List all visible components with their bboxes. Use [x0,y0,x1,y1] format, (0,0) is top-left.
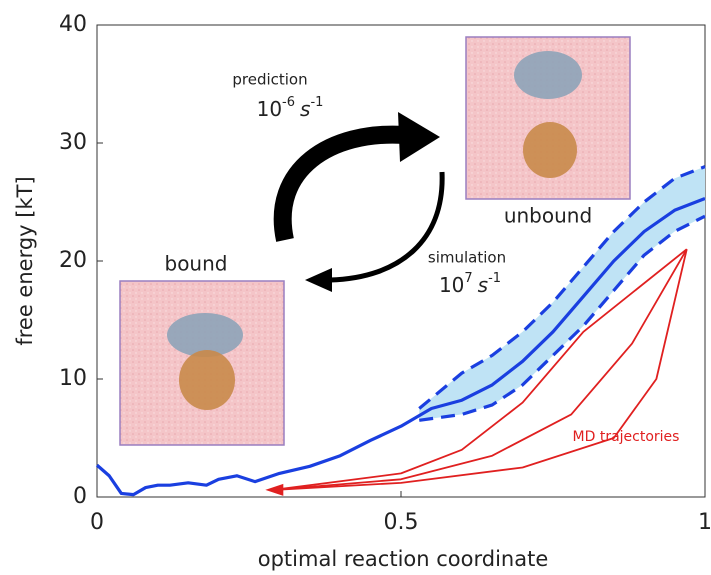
rate-base: 10 [257,97,282,121]
series-line [273,248,688,491]
simulation-label: simulation [428,249,506,267]
rate-exp: 7 [464,271,472,286]
x-tick-label: 0 [90,510,104,535]
y-axis-label: free energy [kT] [13,176,37,345]
y-tick-label: 20 [59,248,87,273]
unbound-inset [465,36,631,200]
rate-unit: s [300,97,310,121]
md-label: MD trajectories [573,429,680,445]
series-line [95,196,706,497]
cycle-arrows [273,112,445,292]
y-tick-label: 10 [59,366,87,391]
series-line [273,248,688,491]
bound-inset [119,280,285,446]
plot-area: 0 10 20 30 40 0 0.5 1 [59,12,711,535]
x-tick-label: 0.5 [384,510,419,535]
x-axis-label: optimal reaction coordinate [258,547,549,571]
bound-label: bound [165,252,228,276]
rate-exp: -6 [282,95,295,110]
series-line [273,248,688,491]
rate-base: 10 [439,273,464,297]
rate-unit-exp: -1 [310,95,323,110]
rate-unit-exp: -1 [488,271,501,286]
series-line [419,214,706,422]
rate-unit: s [478,273,488,297]
prediction-label: prediction [232,71,307,89]
series-line [418,165,706,410]
y-tick-label: 30 [59,130,87,155]
prediction-rate: 10-6 s-1 [257,95,324,121]
x-tick-label: 1 [698,510,711,535]
y-tick-label: 0 [73,484,87,509]
simulation-rate: 107 s-1 [439,271,501,297]
trajectory-arrowhead [265,483,284,496]
unbound-label: unbound [504,204,592,228]
y-tick-label: 40 [59,12,87,37]
